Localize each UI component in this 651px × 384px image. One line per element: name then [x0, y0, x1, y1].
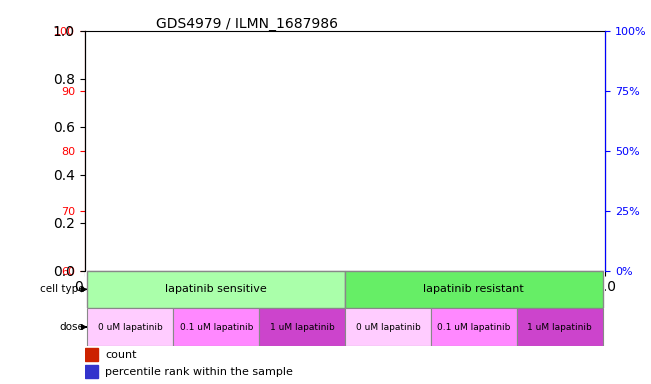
Bar	[85, 366, 98, 379]
Text: 0.1 uM lapatinib: 0.1 uM lapatinib	[437, 323, 510, 331]
Text: GDS4979 / ILMN_1687986: GDS4979 / ILMN_1687986	[156, 17, 339, 31]
Bar	[354, 193, 365, 198]
Bar	[240, 210, 250, 271]
Bar	[268, 157, 279, 271]
Bar	[97, 127, 107, 271]
Bar	[297, 67, 307, 271]
Text: 0 uM lapatinib: 0 uM lapatinib	[98, 323, 163, 331]
Bar	[240, 241, 250, 246]
Bar	[183, 195, 193, 271]
Bar	[345, 271, 603, 308]
Bar	[154, 178, 164, 271]
Bar	[431, 308, 517, 346]
Text: 1 uM lapatinib: 1 uM lapatinib	[270, 323, 335, 331]
Bar	[154, 202, 164, 207]
Text: 1 uM lapatinib: 1 uM lapatinib	[527, 323, 592, 331]
Bar	[555, 130, 564, 271]
Bar	[173, 308, 259, 346]
Bar	[85, 348, 98, 361]
Bar	[354, 166, 365, 271]
Text: cell type: cell type	[40, 285, 85, 295]
Bar	[526, 151, 536, 156]
Bar	[555, 130, 564, 135]
Bar	[469, 184, 478, 189]
Text: lapatinib sensitive: lapatinib sensitive	[165, 285, 267, 295]
Text: 0 uM lapatinib: 0 uM lapatinib	[355, 323, 421, 331]
Bar	[183, 217, 193, 222]
Bar	[345, 308, 431, 346]
Text: count: count	[105, 350, 137, 360]
Bar	[326, 151, 336, 156]
Bar	[517, 308, 603, 346]
Bar	[87, 308, 173, 346]
Bar	[259, 308, 345, 346]
Bar	[497, 162, 507, 271]
Bar	[212, 217, 221, 222]
Bar	[383, 193, 393, 271]
Text: lapatinib resistant: lapatinib resistant	[423, 285, 524, 295]
Bar	[469, 214, 478, 271]
Bar	[126, 145, 135, 271]
Bar	[212, 193, 221, 271]
Bar	[126, 169, 135, 174]
Bar	[583, 130, 593, 271]
Bar	[268, 181, 279, 186]
Bar	[97, 148, 107, 153]
Bar	[497, 187, 507, 192]
Bar	[440, 241, 450, 246]
Bar	[411, 61, 422, 271]
Bar	[87, 271, 345, 308]
Text: 0.1 uM lapatinib: 0.1 uM lapatinib	[180, 323, 253, 331]
Bar	[326, 130, 336, 271]
Bar	[411, 115, 422, 120]
Bar	[383, 148, 393, 153]
Bar	[583, 130, 593, 135]
Text: percentile rank within the sample: percentile rank within the sample	[105, 367, 294, 377]
Bar	[526, 160, 536, 271]
Text: dose: dose	[60, 322, 85, 332]
Bar	[440, 85, 450, 271]
Bar	[297, 118, 307, 123]
